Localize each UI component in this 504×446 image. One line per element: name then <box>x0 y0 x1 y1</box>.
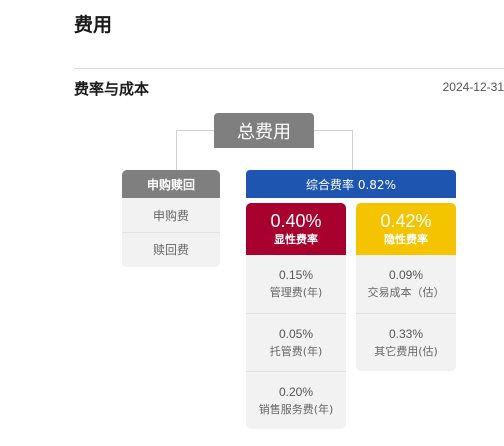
transaction-cost-value: 0.09% <box>388 268 424 282</box>
list-item: 0.09% 交易成本（估） <box>356 255 456 313</box>
connector-left-vertical <box>176 130 177 170</box>
page-title: 费用 <box>74 14 113 36</box>
explicit-rate-head: 0.40% 显性费率 <box>246 203 346 255</box>
composite-rate-header: 综合费率 0.82% <box>246 170 456 198</box>
explicit-rate-card: 0.40% 显性费率 0.15% 管理费(年) 0.05% 托管费(年) 0.2… <box>246 203 346 429</box>
subscription-redemption-title: 申购赎回 <box>122 170 220 198</box>
transaction-cost-label: 交易成本（估） <box>367 286 445 299</box>
divider <box>74 68 504 69</box>
redemption-fee-item: 赎回费 <box>122 232 220 266</box>
explicit-rate-label: 显性费率 <box>274 233 318 246</box>
management-fee-value: 0.15% <box>278 268 314 282</box>
management-fee-label: 管理费(年) <box>269 286 323 299</box>
list-item: 0.05% 托管费(年) <box>246 313 346 371</box>
connector-right-horizontal <box>314 130 352 131</box>
subscription-fee-item: 申购费 <box>152 208 189 223</box>
section-date: 2024-12-31 <box>442 80 504 94</box>
list-item: 0.33% 其它费用(估) <box>356 313 456 371</box>
connector-left-horizontal <box>176 130 214 131</box>
subscription-redemption-card: 申购赎回 申购费 赎回费 <box>122 170 220 267</box>
sales-service-fee-value: 0.20% <box>278 384 314 399</box>
implicit-rate-head: 0.42% 隐性费率 <box>356 203 456 255</box>
other-fees-label: 其它费用(估) <box>374 344 438 358</box>
custody-fee-value: 0.05% <box>278 326 314 341</box>
total-fee-node: 总费用 <box>214 113 314 148</box>
implicit-rate-value: 0.42% <box>380 211 432 231</box>
connector-right-vertical <box>352 130 353 170</box>
sales-service-fee-label: 销售服务费(年) <box>258 402 334 416</box>
list-item: 0.20% 销售服务费(年) <box>246 371 346 429</box>
implicit-rate-label: 隐性费率 <box>384 233 428 246</box>
explicit-rate-value: 0.40% <box>270 211 322 231</box>
other-fees-value: 0.33% <box>388 326 424 341</box>
section-title: 费率与成本 <box>74 80 150 98</box>
custody-fee-label: 托管费(年) <box>269 344 323 358</box>
list-item: 0.15% 管理费(年) <box>246 255 346 313</box>
implicit-rate-card: 0.42% 隐性费率 0.09% 交易成本（估） 0.33% 其它费用(估) <box>356 203 456 371</box>
